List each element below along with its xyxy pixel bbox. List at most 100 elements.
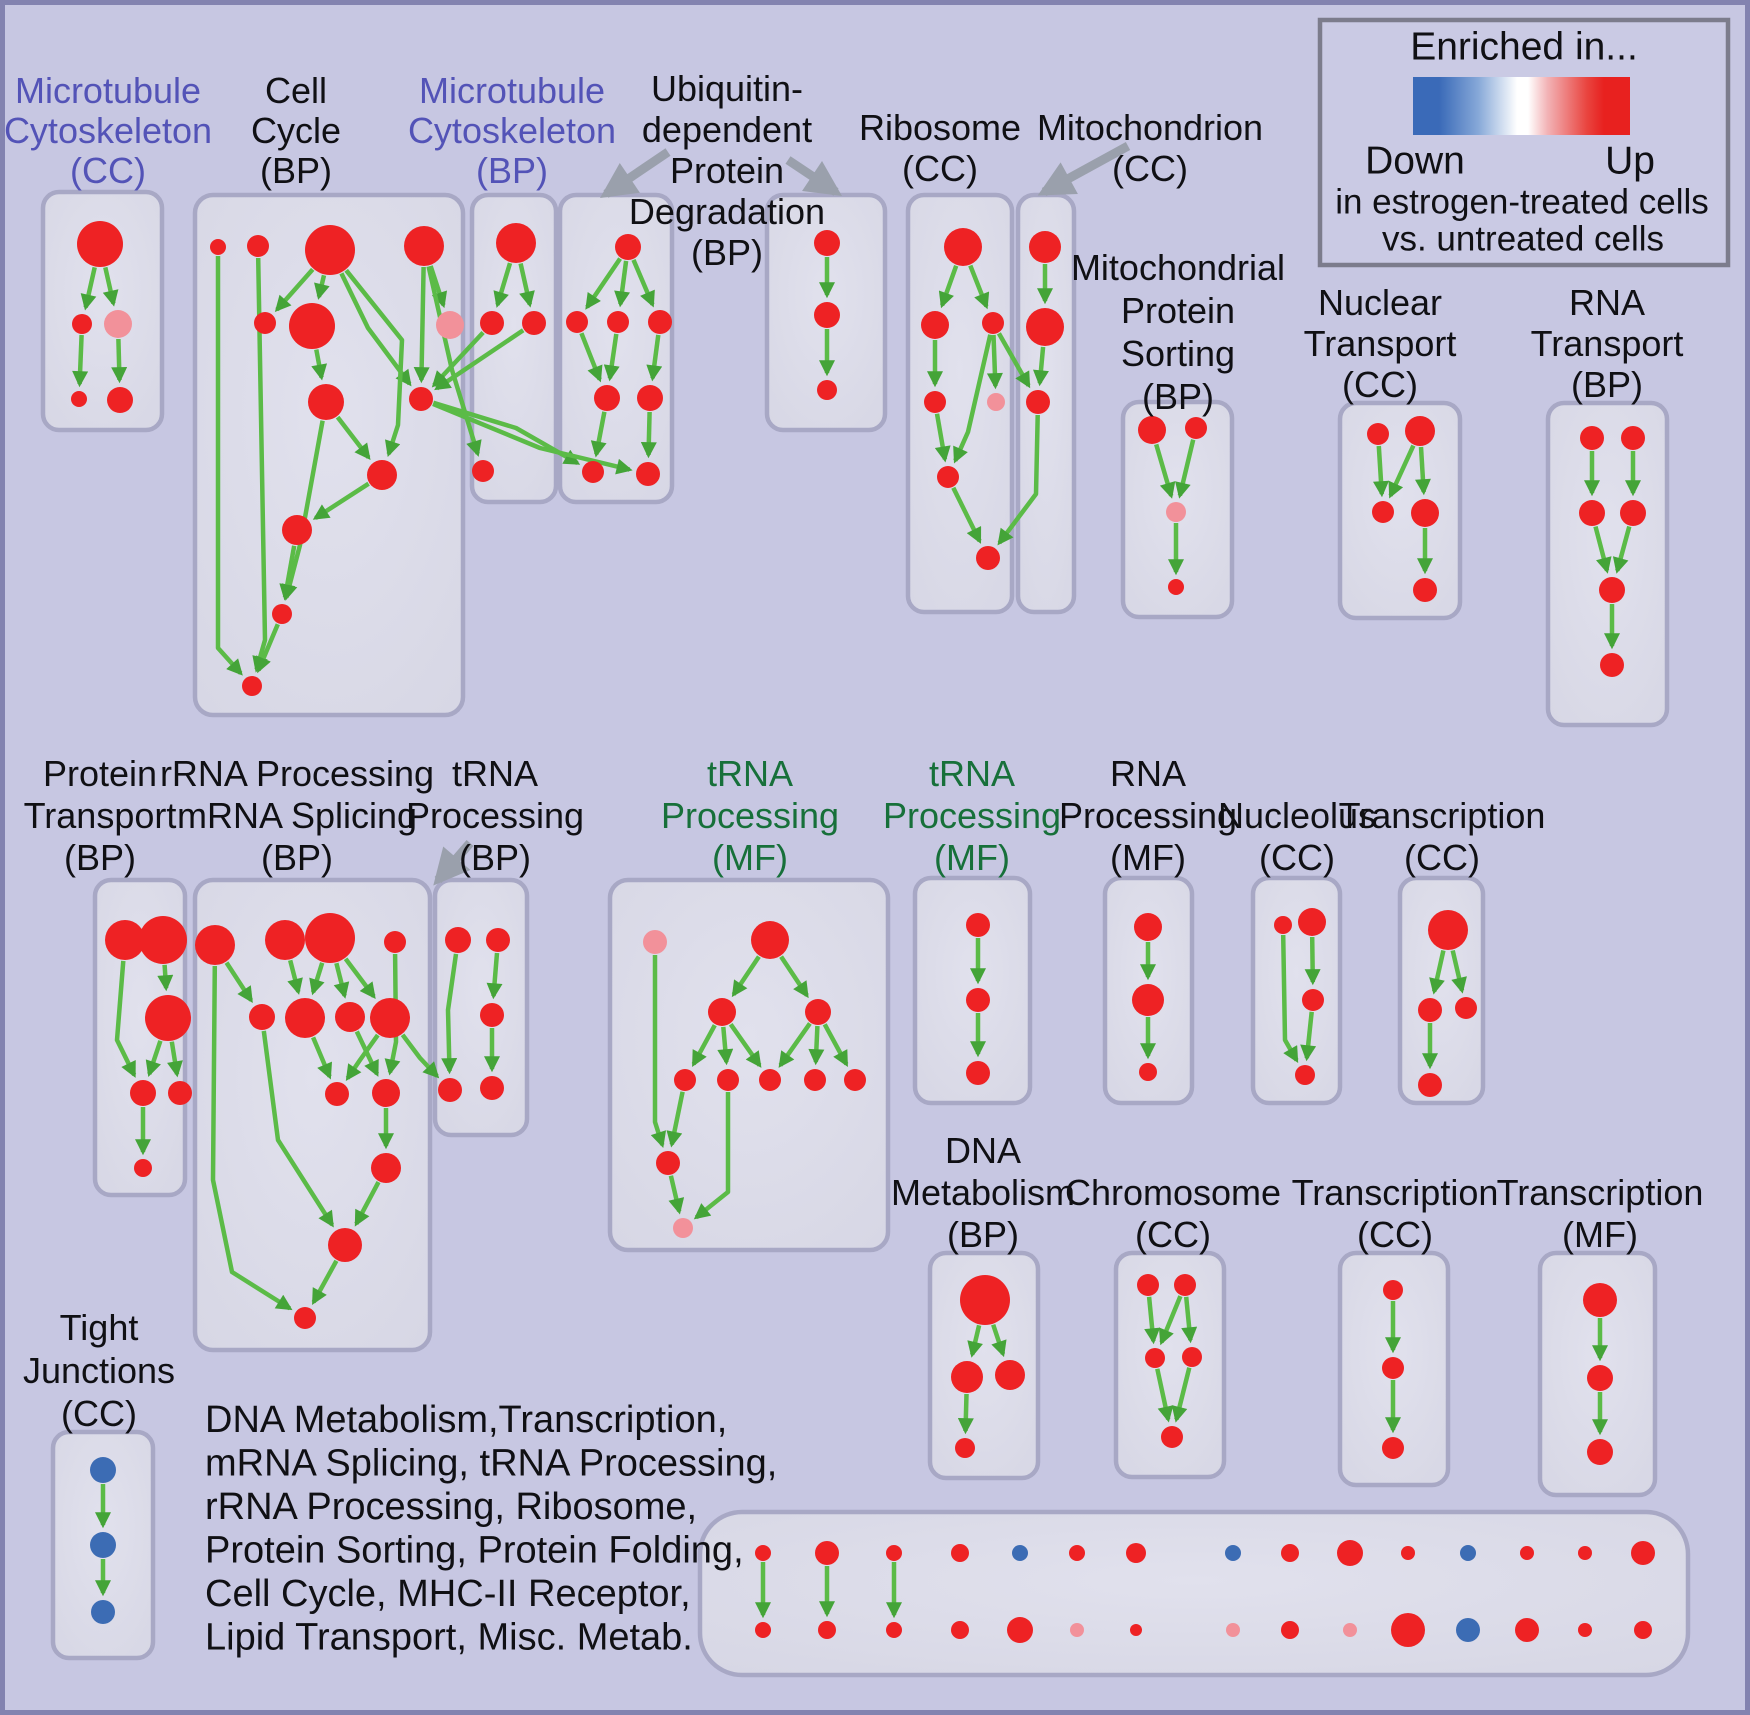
go-term-node-red — [815, 1541, 839, 1565]
go-term-node-red — [1302, 989, 1324, 1011]
edge-arrow — [1593, 526, 1612, 574]
misc-cluster-annotation-line: mRNA Splicing, tRNA Processing, — [205, 1443, 777, 1485]
go-term-node-red — [844, 1069, 866, 1091]
go-term-node-red — [249, 1004, 275, 1030]
go-term-node-red — [77, 221, 123, 267]
edge-arrow — [167, 1041, 183, 1078]
go-term-node-red — [1026, 308, 1064, 346]
edge-arrow — [646, 334, 663, 382]
go-term-node-red — [976, 546, 1000, 570]
go-term-node-pink — [1166, 502, 1186, 522]
edge-arrow — [1154, 443, 1176, 499]
edge-arrow — [731, 955, 761, 998]
go-term-node-red — [1405, 416, 1435, 446]
edge-arrow — [354, 1030, 380, 1077]
go-term-node-red — [294, 1307, 316, 1329]
legend-up-label: Up — [1605, 140, 1655, 183]
go-term-node-red — [282, 515, 312, 545]
edge-arrow — [80, 266, 97, 311]
edge-arrow — [631, 259, 655, 308]
go-term-node-red — [804, 1069, 826, 1091]
go-term-node-blue — [1012, 1545, 1028, 1561]
edge-arrow — [428, 265, 448, 309]
go-term-node-red — [924, 391, 946, 413]
go-term-node-red — [674, 1069, 696, 1091]
go-term-node-red — [285, 998, 325, 1038]
edge-arrow — [311, 1259, 339, 1306]
edge-arrow — [309, 962, 325, 996]
go-term-node-red — [1029, 231, 1061, 263]
go-term-node-red — [272, 604, 292, 624]
go-term-node-red — [335, 1002, 365, 1032]
go-term-node-red — [1298, 908, 1326, 936]
go-term-node-red — [289, 303, 335, 349]
go-term-node-red — [607, 311, 629, 333]
edge-arrow — [311, 349, 328, 381]
go-term-node-red — [305, 225, 355, 275]
go-term-node-red — [254, 312, 276, 334]
go-term-node-red — [1138, 416, 1166, 444]
go-term-node-blue — [91, 1600, 115, 1624]
cluster-label: Protein Transport (BP) — [24, 753, 177, 878]
cross-cluster-edge-arrow — [997, 414, 1040, 546]
go-term-node-red — [751, 921, 789, 959]
go-term-node-red — [1182, 1347, 1202, 1367]
edge-arrow — [991, 1323, 1007, 1358]
go-term-node-blue — [90, 1532, 116, 1558]
go-term-node-red — [817, 380, 837, 400]
go-term-node-red — [708, 998, 736, 1026]
go-term-node-red — [1620, 500, 1646, 526]
go-term-node-pink — [104, 310, 132, 338]
label-callout-arrow-icon — [785, 156, 842, 196]
edge-arrow — [493, 262, 513, 308]
cluster-label: Ubiquitin-dependent Protein Degradation (BP… — [629, 68, 825, 273]
cluster-label: Transcription (CC) — [1292, 1172, 1499, 1255]
go-term-node-red — [1295, 1065, 1315, 1085]
go-term-node-red — [1274, 916, 1292, 934]
go-term-node-red — [636, 462, 660, 486]
go-term-node-blue — [90, 1457, 116, 1483]
go-term-node-red — [409, 387, 433, 411]
go-term-node-red — [966, 1061, 990, 1085]
edge-arrow — [1144, 1296, 1161, 1345]
go-term-node-red — [445, 927, 471, 953]
go-term-node-red — [1411, 499, 1439, 527]
go-term-node-red — [367, 460, 397, 490]
go-term-node-red — [1418, 998, 1442, 1022]
edge-arrow — [822, 1023, 849, 1068]
edge-arrow — [145, 1040, 163, 1078]
edge-arrow — [728, 1023, 762, 1068]
go-term-node-red — [480, 1076, 504, 1100]
go-term-node-red — [472, 460, 494, 482]
edge-arrow — [261, 1030, 334, 1228]
edge-arrow — [1171, 1367, 1192, 1423]
edge-arrow — [1414, 446, 1431, 496]
go-term-node-red — [1391, 1613, 1425, 1647]
go-term-node-red — [1455, 997, 1477, 1019]
cluster-box-chromosome-cc — [1113, 1250, 1227, 1480]
edge-arrow — [102, 266, 119, 307]
go-term-node-red — [1383, 1280, 1403, 1300]
go-term-node-red — [1337, 1540, 1363, 1566]
go-term-node-red — [995, 1360, 1025, 1390]
edge-arrow — [650, 955, 667, 1148]
go-term-node-red — [966, 988, 990, 1012]
go-term-node-red — [372, 1079, 400, 1107]
edge-arrow — [603, 333, 620, 382]
edge-arrow — [344, 268, 405, 458]
cluster-label: Transcription (CC) — [1339, 795, 1546, 878]
go-term-node-red — [1428, 910, 1468, 950]
go-term-node-red — [1515, 1618, 1539, 1642]
edge-arrow — [287, 959, 303, 995]
label-callout-arrow-icon — [433, 840, 474, 886]
edge-arrow — [953, 334, 993, 464]
cluster-label: Transcription (MF) — [1497, 1172, 1704, 1255]
go-term-node-red — [105, 920, 145, 960]
go-term-node-red — [921, 311, 949, 339]
go-term-node-red — [1578, 1546, 1592, 1560]
cluster-label: Mitochondrial Protein Sorting (BP) — [1071, 247, 1285, 417]
edge-arrow — [1032, 346, 1049, 387]
